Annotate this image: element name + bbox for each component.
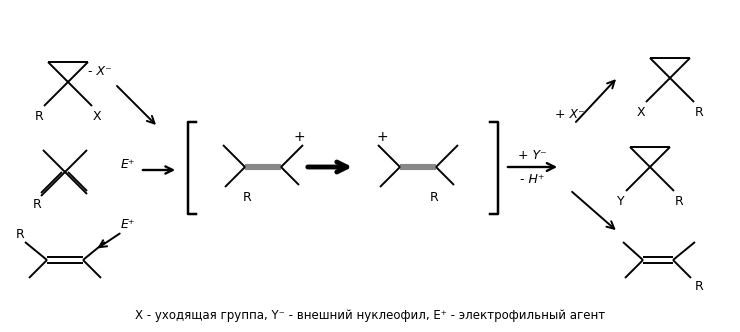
Text: + Y⁻: + Y⁻ [517,148,546,161]
Text: Y: Y [617,195,625,208]
Text: + X⁻: + X⁻ [555,108,585,121]
Text: R: R [675,195,683,208]
Text: R: R [35,110,44,123]
Text: R: R [33,199,41,211]
Text: - X⁻: - X⁻ [88,64,112,77]
Text: +: + [376,130,388,144]
Text: +: + [293,130,305,144]
Text: R: R [695,280,704,292]
Text: - H⁺: - H⁺ [519,173,544,186]
Text: R: R [243,191,252,204]
Text: E⁺: E⁺ [121,218,135,231]
Text: X: X [636,106,645,119]
Text: R: R [430,191,438,204]
Text: R: R [16,227,24,240]
Text: R: R [695,106,704,119]
Text: X: X [92,110,101,123]
Text: E⁺: E⁺ [121,157,135,171]
Text: X - уходящая группа, Y⁻ - внешний нуклеофил, E⁺ - электрофильный агент: X - уходящая группа, Y⁻ - внешний нуклео… [135,309,605,322]
